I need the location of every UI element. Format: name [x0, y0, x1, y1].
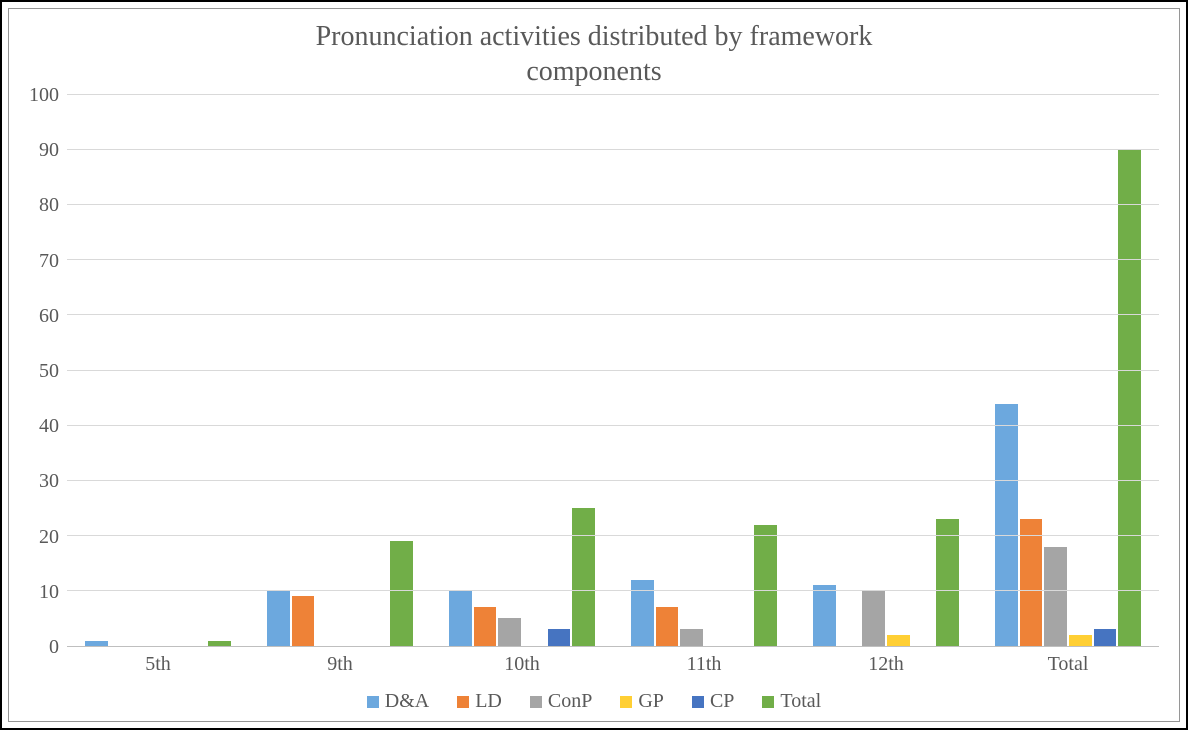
legend-swatch: [620, 696, 632, 708]
plot-area: [67, 95, 1159, 647]
gridline: [67, 535, 1159, 536]
gridline: [67, 259, 1159, 260]
bar: [936, 519, 959, 646]
bar: [656, 607, 679, 646]
legend-swatch: [762, 696, 774, 708]
gridline: [67, 370, 1159, 371]
x-tick-label: 11th: [613, 653, 795, 676]
bar: [813, 585, 836, 646]
gridline: [67, 480, 1159, 481]
x-tick-label: 10th: [431, 653, 613, 676]
bar: [1044, 547, 1067, 646]
x-axis: 5th9th10th11th12thTotal: [67, 653, 1159, 676]
legend-swatch: [457, 696, 469, 708]
legend-item: GP: [620, 690, 664, 713]
legend-swatch: [692, 696, 704, 708]
plot-region: 1009080706050403020100: [29, 95, 1159, 647]
chart-title: Pronunciation activities distributed by …: [29, 19, 1159, 89]
bar: [1094, 629, 1117, 646]
x-tick-label: 5th: [67, 653, 249, 676]
bar: [754, 525, 777, 646]
bar: [995, 404, 1018, 646]
bar: [208, 641, 231, 647]
bar: [1118, 150, 1141, 646]
outer-frame: Pronunciation activities distributed by …: [0, 0, 1188, 730]
legend-item: D&A: [367, 690, 429, 713]
bar: [498, 618, 521, 646]
bar: [390, 541, 413, 646]
bar: [1069, 635, 1092, 646]
gridline: [67, 149, 1159, 150]
legend-label: ConP: [548, 690, 592, 713]
bar-group: [67, 95, 249, 646]
gridline: [67, 425, 1159, 426]
gridline: [67, 94, 1159, 95]
x-tick-label: 12th: [795, 653, 977, 676]
chart-title-line1: Pronunciation activities distributed by …: [29, 19, 1159, 54]
bar: [292, 596, 315, 646]
bar: [548, 629, 571, 646]
legend-item: CP: [692, 690, 734, 713]
bar-group: [431, 95, 613, 646]
bar: [1020, 519, 1043, 646]
bar: [85, 641, 108, 647]
x-tick-label: 9th: [249, 653, 431, 676]
gridline: [67, 204, 1159, 205]
legend-item: Total: [762, 690, 821, 713]
legend-label: Total: [780, 690, 821, 713]
bar: [449, 591, 472, 646]
bar-group: [977, 95, 1159, 646]
bar: [680, 629, 703, 646]
gridline: [67, 590, 1159, 591]
legend: D&A LD ConP GP CP Total: [29, 690, 1159, 713]
bar-group: [613, 95, 795, 646]
legend-label: LD: [475, 690, 502, 713]
legend-swatch: [367, 696, 379, 708]
legend-item: LD: [457, 690, 502, 713]
bar-groups: [67, 95, 1159, 646]
legend-swatch: [530, 696, 542, 708]
bar: [862, 591, 885, 646]
y-axis: 1009080706050403020100: [29, 95, 67, 647]
x-tick-label: Total: [977, 653, 1159, 676]
legend-item: ConP: [530, 690, 592, 713]
bar-group: [795, 95, 977, 646]
legend-label: GP: [638, 690, 664, 713]
bar: [267, 591, 290, 646]
legend-label: D&A: [385, 690, 429, 713]
bar-group: [249, 95, 431, 646]
gridline: [67, 314, 1159, 315]
chart-title-line2: components: [29, 54, 1159, 89]
bar: [887, 635, 910, 646]
chart-frame: Pronunciation activities distributed by …: [8, 8, 1180, 722]
bar: [572, 508, 595, 646]
bar: [474, 607, 497, 646]
legend-label: CP: [710, 690, 734, 713]
